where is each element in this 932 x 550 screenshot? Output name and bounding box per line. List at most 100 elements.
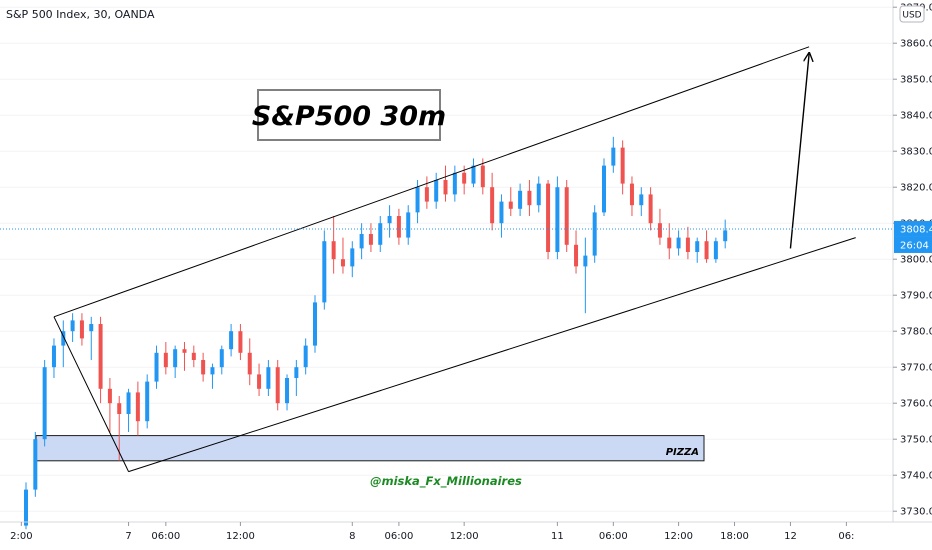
candle-body: [98, 324, 103, 389]
candle-body: [676, 237, 681, 249]
candle: [163, 342, 168, 375]
y-tick-label: 3850.0: [900, 75, 932, 86]
candle: [79, 313, 84, 346]
x-tick-label: 06:00: [151, 531, 180, 542]
candle: [107, 378, 112, 432]
candle-body: [117, 403, 122, 414]
candle: [471, 158, 476, 188]
candle-body: [135, 392, 140, 422]
candle: [639, 187, 644, 216]
channel-lower-line[interactable]: [128, 237, 856, 473]
y-tick-label: 3840.0: [900, 111, 932, 122]
candle: [285, 374, 290, 411]
channel-left-edge[interactable]: [53, 316, 129, 472]
candle: [452, 165, 457, 202]
candle: [247, 338, 252, 386]
candle: [359, 223, 364, 260]
candle: [238, 324, 243, 360]
candle-body: [396, 216, 401, 238]
candle: [480, 158, 485, 195]
candle-body: [24, 489, 28, 526]
x-tick-label: 2:00: [10, 531, 32, 542]
candle: [210, 363, 215, 389]
channel-upper-line[interactable]: [53, 46, 810, 318]
candle-body: [639, 194, 644, 206]
price-axis[interactable]: 3730.0 3740.0 3750.0 3760.0 3770.0 3780.0 3790…: [893, 3, 932, 518]
candle-body: [210, 367, 215, 375]
candle: [657, 208, 662, 245]
countdown-tag: [894, 236, 932, 253]
x-tick-label: 06:00: [384, 531, 413, 542]
last-price-label: 3808.4: [900, 224, 932, 235]
candle-body: [340, 259, 345, 267]
candle-body: [154, 352, 159, 382]
candle: [629, 176, 634, 216]
candles: [24, 136, 728, 530]
candle-body: [303, 345, 308, 368]
candle: [219, 345, 224, 375]
candle: [117, 396, 122, 461]
y-tick-label: 3860.0: [900, 39, 932, 50]
candle-body: [145, 381, 150, 422]
candle-body: [462, 172, 467, 184]
x-tick-label: 12:00: [664, 531, 693, 542]
candle: [527, 180, 532, 216]
candle-body: [51, 345, 56, 368]
demand-zone: PIZZA: [35, 435, 705, 462]
candle-body: [546, 183, 551, 252]
candle-body: [238, 331, 243, 353]
candle: [723, 219, 728, 249]
candle: [583, 237, 588, 314]
candle: [564, 180, 569, 252]
candle-body: [70, 320, 75, 332]
candle-body: [602, 165, 606, 213]
candle-body: [182, 349, 187, 353]
candle: [704, 230, 709, 263]
candle: [648, 187, 653, 231]
candle-body: [313, 302, 317, 346]
candle-body: [350, 248, 355, 267]
last-price-tags: 3808.4 26:04: [894, 220, 932, 253]
candle: [574, 230, 579, 274]
candle-body: [415, 187, 420, 213]
candle-body: [266, 367, 271, 389]
x-tick-label: 18:00: [720, 531, 749, 542]
candle: [191, 345, 196, 368]
candle: [322, 230, 327, 310]
candle-body: [191, 352, 196, 360]
candle: [695, 237, 700, 263]
x-tick-label: 06:: [838, 531, 854, 542]
candle-body: [723, 230, 728, 242]
candle-body: [555, 187, 560, 252]
candle: [592, 205, 597, 263]
candle: [331, 216, 336, 274]
candle-body: [574, 244, 579, 267]
candle: [396, 208, 401, 245]
candle: [620, 140, 625, 195]
candle: [406, 205, 411, 245]
candle-body: [33, 439, 38, 490]
y-tick-label: 3770.0: [900, 363, 932, 374]
currency-button[interactable]: USD: [899, 5, 925, 23]
x-tick-label: 06:00: [599, 531, 628, 542]
time-axis[interactable]: 2:00 7 06:00 12:00 8 06:00 12:00 11 06:00 12:00 18…: [10, 522, 854, 542]
grid: [0, 6, 893, 512]
y-tick-label: 3800.0: [900, 255, 932, 266]
x-tick-label: 12:00: [450, 531, 479, 542]
candle-body: [434, 180, 439, 202]
candle-body: [452, 172, 457, 195]
candle-body: [592, 212, 597, 256]
candle: [266, 360, 271, 396]
candle-body: [667, 237, 672, 249]
x-tick-label: 8: [349, 531, 355, 542]
projection-arrow[interactable]: [789, 54, 809, 249]
candle: [368, 223, 373, 252]
candle: [602, 158, 606, 216]
candle: [33, 432, 38, 497]
watermark-text: @miska_Fx_Millionaires: [370, 474, 522, 489]
candle: [303, 338, 308, 375]
candle-body: [387, 216, 392, 224]
candle-body: [620, 147, 625, 184]
candle-body: [508, 201, 513, 209]
